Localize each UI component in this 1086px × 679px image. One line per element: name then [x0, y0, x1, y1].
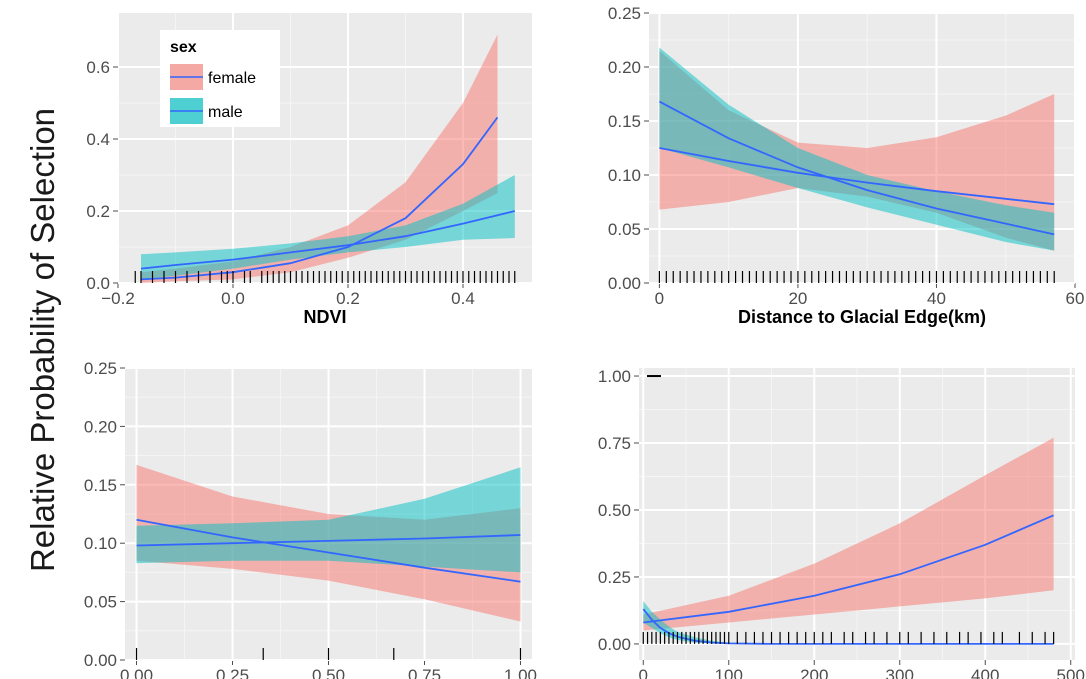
y-tick-label: 0.05: [84, 593, 117, 612]
y-tick-label: 0.0: [86, 274, 110, 293]
fit-line-female: [643, 514, 1054, 624]
x-tick-label: 0.50: [312, 666, 345, 679]
y-tick-label: 0.05: [608, 220, 641, 239]
x-tick-label: 60: [1066, 289, 1085, 308]
x-tick-label: 0: [655, 289, 664, 308]
legend-label-female: female: [208, 70, 256, 87]
x-tick-label: 0.25: [216, 666, 249, 679]
x-tick-label: 20: [788, 289, 807, 308]
x-tick-label: 0: [639, 666, 648, 679]
x-tick-label: 400: [971, 666, 999, 679]
fit-line-male: [658, 100, 1055, 236]
x-tick-label: 0.4: [451, 289, 475, 308]
ribbon-female: [141, 34, 498, 283]
y-tick-label: 1.00: [598, 367, 631, 386]
y-axis-title: Relative Probability of Selection: [24, 108, 61, 572]
y-tick-label: 0.75: [598, 434, 631, 453]
plot-area: [658, 47, 1055, 283]
legend-item-female: female: [170, 64, 256, 90]
fit-line-male: [140, 210, 516, 270]
legend-item-male: male: [170, 98, 243, 124]
y-tick-label: 0.10: [84, 534, 117, 553]
y-tick-label: 0.6: [86, 58, 110, 77]
panel-3: 0.00 0.25 0.50 0.75 1.00 0.00 0.05 0.10 0.15 0.20…: [84, 359, 537, 679]
y-tick-label: 0.25: [84, 359, 117, 378]
x-tick-label: 300: [886, 666, 914, 679]
x-tick-label: 100: [715, 666, 743, 679]
y-tick-label: 0.15: [608, 112, 641, 131]
ribbon-male: [659, 47, 1055, 251]
fit-line-male: [136, 534, 521, 547]
plot-area: [134, 34, 516, 283]
ribbon-male: [136, 467, 521, 573]
y-tick-label: 0.20: [84, 417, 117, 436]
x-tick-label: 200: [800, 666, 828, 679]
panel-2: 0 20 40 60 0.00 0.05 0.10 0.15 0.20 0.25 Distance …: [608, 4, 1085, 327]
x-tick-label: 0.0: [221, 289, 245, 308]
x-tick-label: 0.75: [408, 666, 441, 679]
fit-line-female: [659, 147, 1055, 206]
plot-area: [135, 464, 522, 660]
fit-line-female: [140, 116, 499, 281]
y-tick-label: 0.00: [84, 651, 117, 670]
y-tick-label: 0.00: [608, 274, 641, 293]
x-axis-title: NDVI: [303, 307, 346, 327]
x-tick-label: 1.00: [504, 666, 537, 679]
fit-line-female: [136, 518, 521, 583]
x-tick-label: 500: [1057, 666, 1085, 679]
x-tick-label: 0.2: [336, 289, 360, 308]
y-tick-label: 0.00: [598, 635, 631, 654]
legend-label-male: male: [208, 104, 243, 121]
ribbon-male: [643, 601, 1054, 644]
panel-4: 01002003004005000.000.250.500.751.00Grou…: [598, 367, 1085, 679]
y-tick-label: 0.25: [608, 4, 641, 23]
plot-area: [642, 375, 1055, 645]
y-tick-label: 0.4: [86, 130, 110, 149]
x-axis-title: Distance to Glacial Edge(km): [738, 307, 986, 327]
legend: sex female male: [160, 30, 280, 127]
x-tick-label: 40: [927, 289, 946, 308]
y-tick-label: 0.15: [84, 476, 117, 495]
legend-title: sex: [170, 39, 197, 56]
y-tick-label: 0.20: [608, 58, 641, 77]
ribbon-female: [643, 437, 1054, 631]
x-tick-label: 0.00: [120, 666, 153, 679]
y-tick-label: 0.2: [86, 202, 110, 221]
y-tick-label: 0.25: [598, 568, 631, 587]
y-tick-label: 0.10: [608, 166, 641, 185]
y-tick-label: 0.50: [598, 501, 631, 520]
ribbon-male: [141, 175, 515, 280]
x-tick-label: −0.2: [101, 289, 135, 308]
